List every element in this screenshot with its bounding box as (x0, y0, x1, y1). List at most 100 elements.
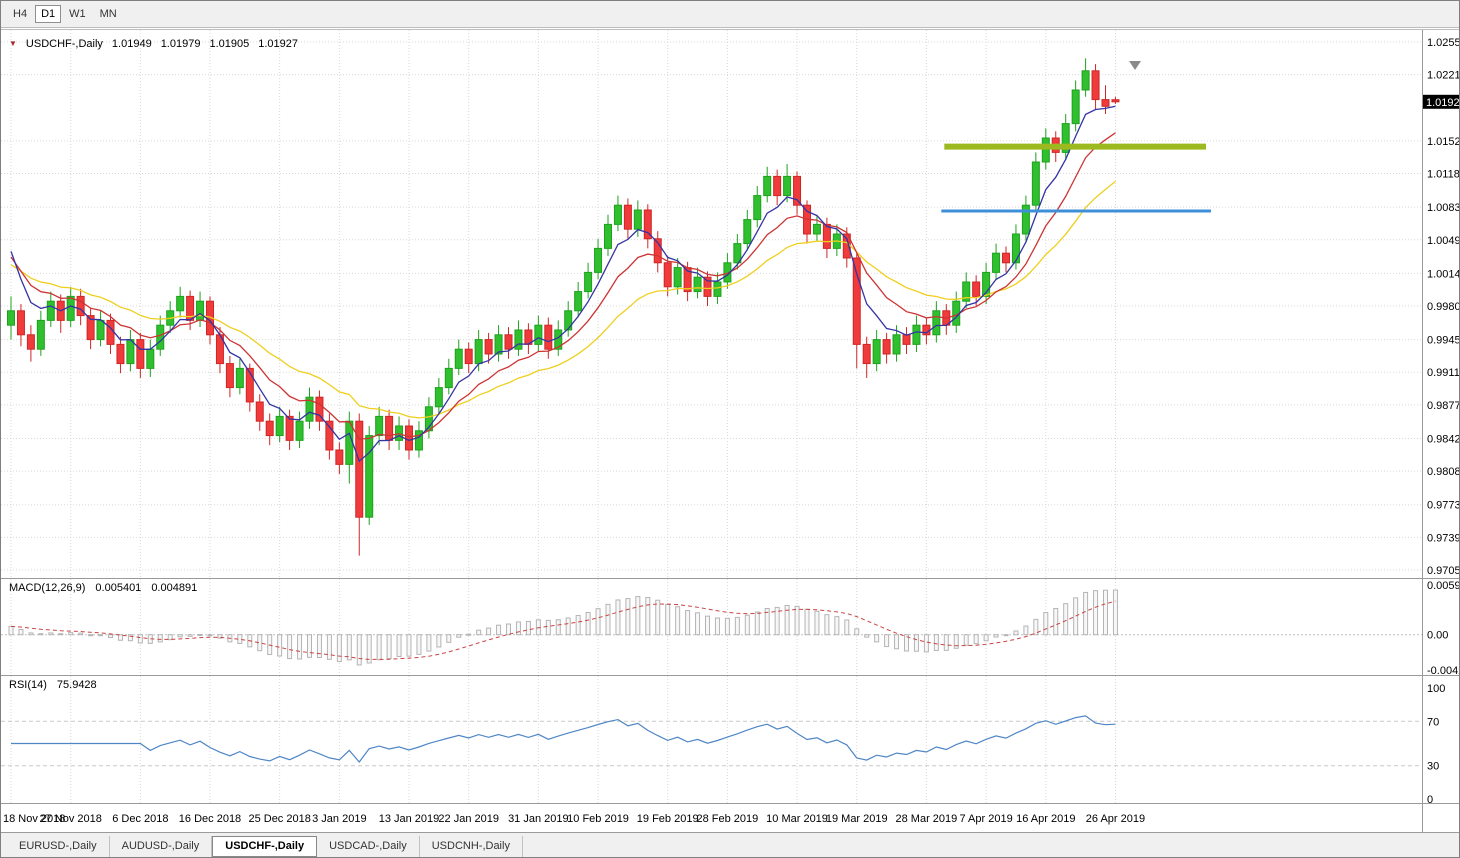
macd-histogram-bar (167, 634, 173, 641)
macd-histogram-bar (625, 598, 631, 636)
candle-up (564, 310, 573, 331)
macd-histogram-bar (525, 620, 531, 636)
date-axis-label: 18 Nov 2018 (3, 813, 65, 825)
macd-histogram-bar (277, 634, 283, 657)
candle-up (156, 324, 165, 350)
macd-name: MACD(12,26,9) (9, 582, 86, 594)
macd-histogram-bar (685, 610, 691, 636)
ohlc-low: 1.01905 (209, 38, 250, 50)
rsi-axis-label: 100 (1427, 683, 1445, 695)
candle-up (1071, 89, 1080, 125)
candle-up (763, 175, 772, 197)
ohlc-open: 1.01949 (111, 38, 152, 50)
macd-histogram-bar (157, 634, 163, 643)
macd-histogram-bar (724, 617, 730, 636)
tab-usdcad[interactable]: USDCAD-,Daily (317, 835, 420, 857)
macd-canvas[interactable]: 0.00597 0.00 -0.00424 (1, 579, 1460, 675)
macd-histogram-bar (396, 634, 402, 657)
candle-up (375, 415, 384, 437)
time-axis-pane[interactable]: 18 Nov 2018 27 Nov 2018 6 Dec 2018 16 Dec 2… (1, 803, 1459, 832)
macd-histogram-bar (784, 604, 790, 636)
macd-histogram-bar (705, 615, 710, 636)
macd-histogram-bar (336, 634, 342, 662)
date-axis-label: 31 Jan 2019 (508, 813, 569, 825)
candle-down (703, 276, 712, 297)
macd-signal-line (10, 600, 1116, 660)
candle-down (26, 334, 35, 350)
macd-histogram-bar (814, 610, 820, 636)
rsi-axis-label: 70 (1427, 716, 1439, 728)
candle-up (494, 334, 503, 355)
macd-axis-label: 0.00 (1427, 630, 1448, 642)
macd-main-value: 0.005401 (95, 582, 142, 594)
timeframe-w1-button[interactable]: W1 (63, 5, 92, 23)
price-chart-canvas[interactable]: 1.02550 1.02210 1.01520 1.01180 1.00830 1.004… (1, 30, 1460, 578)
ohlc-high: 1.01979 (160, 38, 201, 50)
candle-up (673, 267, 682, 288)
candle-up (1061, 123, 1070, 153)
macd-histogram-bar (217, 634, 223, 639)
price-axis-label: 1.02210 (1427, 70, 1460, 82)
candle-down (663, 262, 672, 288)
candle-down (116, 343, 125, 365)
macd-histogram-bar (645, 596, 651, 636)
macd-histogram-bar (137, 634, 143, 644)
macd-histogram-bar (426, 634, 432, 652)
mid-ma-line (10, 132, 1116, 440)
chart-header: ▼ USDCHF-,Daily 1.01949 1.01979 1.01905 … (9, 38, 298, 50)
tab-eurusd[interactable]: EURUSD-,Daily (7, 835, 110, 857)
timeframe-d1-button[interactable]: D1 (35, 5, 62, 23)
candle-down (245, 367, 254, 403)
candle-up (454, 348, 463, 369)
macd-axis-label: -0.00424 (1427, 665, 1460, 675)
price-chart-pane[interactable]: 1.02550 1.02210 1.01520 1.01180 1.00830 1.004… (1, 29, 1460, 578)
candle-up (872, 339, 881, 365)
candle-up (295, 420, 304, 441)
candle-down (643, 209, 652, 240)
candle-up (753, 195, 762, 221)
date-axis-label: 25 Dec 2018 (248, 813, 310, 825)
candle-up (783, 175, 792, 197)
rsi-canvas[interactable]: 100 70 30 0 (1, 676, 1460, 803)
candle-down (255, 401, 264, 422)
macd-histogram-bar (864, 634, 870, 638)
macd-histogram-bar (297, 634, 303, 660)
macd-histogram-bar (1112, 589, 1118, 636)
timeframe-h4-button[interactable]: H4 (7, 5, 34, 23)
candle-up (932, 310, 941, 336)
macd-histogram-bar (834, 616, 840, 636)
candle-up (345, 420, 354, 465)
timeframe-mn-button[interactable]: MN (93, 5, 123, 23)
candle-up (962, 281, 971, 302)
macd-histogram-bar (326, 634, 332, 660)
macd-histogram-bar (923, 634, 929, 653)
symbol-dropdown-icon[interactable]: ▼ (9, 39, 17, 48)
macd-histogram-bar (675, 606, 681, 636)
macd-histogram-bar (665, 603, 671, 636)
rsi-indicator-pane[interactable]: 100 70 30 0 RSI(14) 75.9428 (1, 675, 1460, 803)
macd-histogram-bar (58, 633, 64, 636)
tab-usdchf[interactable]: USDCHF-,Daily (212, 835, 318, 857)
macd-histogram-bar (376, 634, 382, 661)
candle-up (912, 324, 921, 345)
macd-histogram-bar (207, 634, 213, 637)
candle-up (613, 204, 622, 225)
macd-histogram-bar (237, 634, 243, 644)
macd-histogram-bar (386, 634, 392, 660)
symbol-name: USDCHF-,Daily (25, 38, 103, 50)
macd-histogram-bar (575, 615, 581, 636)
macd-indicator-pane[interactable]: 0.00597 0.00 -0.00424 MACD(12,26,9) 0.0054… (1, 578, 1460, 675)
macd-histogram-bar (436, 634, 442, 648)
rsi-name: RSI(14) (9, 679, 47, 691)
macd-histogram-bar (316, 634, 322, 658)
macd-histogram-bar (894, 634, 900, 650)
macd-histogram-bar (854, 628, 860, 636)
macd-histogram-bar (993, 634, 999, 638)
macd-histogram-bar (943, 634, 949, 651)
tab-audusd[interactable]: AUDUSD-,Daily (110, 835, 213, 857)
candle-down (484, 339, 493, 355)
rsi-indicator-label: RSI(14) 75.9428 (9, 679, 97, 691)
tab-usdcnh[interactable]: USDCNH-,Daily (420, 835, 523, 857)
candle-up (892, 334, 901, 355)
